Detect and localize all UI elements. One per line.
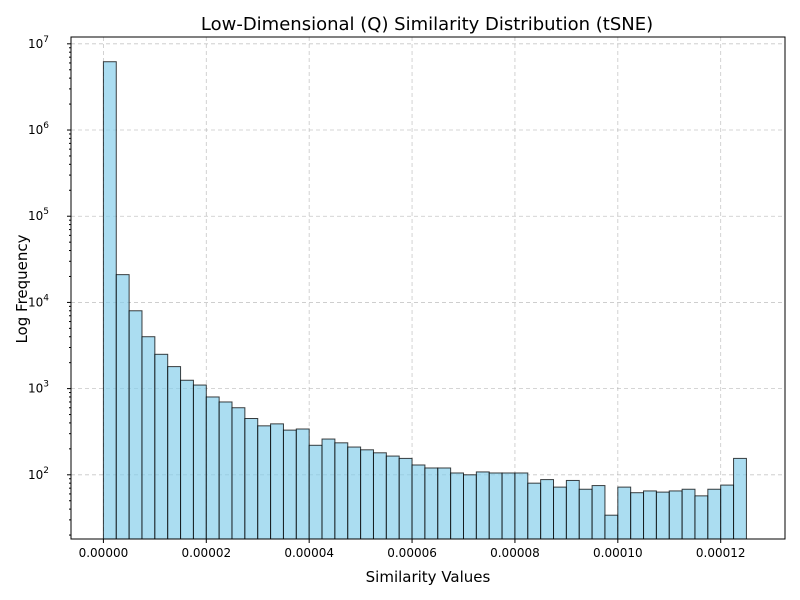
histogram-bar (257, 425, 272, 540)
histogram-bar (295, 428, 310, 540)
histogram-bar (655, 491, 670, 540)
histogram-bar (102, 61, 117, 540)
plot-frame (70, 36, 786, 540)
histogram-bar (334, 442, 349, 540)
histogram-bar (540, 479, 555, 540)
histogram-bar (308, 444, 323, 540)
x-axis-ticks: 0.00000 0.00002 0.00004 0.00006 0.00008 0.000… (79, 539, 746, 560)
x-tick-label: 0.00004 (284, 546, 334, 560)
histogram-bar (462, 474, 477, 540)
histogram-bar (617, 486, 632, 540)
histogram-bar (553, 486, 567, 540)
histogram-bar (707, 488, 722, 540)
x-tick-label: 0.00002 (181, 546, 231, 560)
histogram-bar (527, 482, 542, 540)
x-axis-label: Similarity Values (366, 568, 491, 586)
histogram-bar (192, 384, 207, 540)
x-tick-label: 0.00006 (387, 546, 437, 560)
histogram-bar (643, 490, 657, 540)
histogram-bar (244, 418, 259, 540)
y-tick-label: 106 (28, 121, 49, 137)
histogram-bar (128, 310, 143, 540)
histogram-bar (398, 457, 413, 540)
histogram-bar (360, 449, 374, 540)
histogram-bar (630, 492, 645, 540)
y-axis-ticks: 102 103 104 105 106 107 (28, 35, 71, 536)
histogram-bar (372, 452, 387, 540)
histogram-bar (604, 514, 619, 540)
histogram-bar (424, 467, 439, 540)
histogram-bar (154, 353, 169, 540)
histogram-bar (668, 490, 683, 540)
y-tick-label: 105 (28, 207, 49, 223)
histogram-bar (218, 401, 233, 540)
histogram-bar (514, 472, 529, 540)
histogram-bar (115, 274, 130, 540)
histogram-bar (681, 488, 696, 540)
y-tick-label: 102 (28, 466, 49, 482)
histogram-bar (270, 423, 284, 540)
histogram-bar (733, 457, 747, 540)
x-tick-label: 0.00012 (696, 546, 746, 560)
histogram-bar (167, 366, 182, 540)
histogram-bar (578, 488, 593, 540)
x-tick-label: 0.00000 (79, 546, 129, 560)
histogram-bar (347, 446, 362, 540)
histogram-bar (501, 472, 516, 540)
histogram-bar (720, 484, 735, 540)
histogram-bar (591, 485, 606, 540)
y-tick-label: 107 (28, 35, 49, 51)
chart-title: Low-Dimensional (Q) Similarity Distribut… (201, 14, 653, 35)
histogram-bar (231, 407, 246, 540)
histogram-bar (180, 379, 194, 540)
histogram-bar (321, 438, 336, 540)
x-tick-label: 0.00010 (593, 546, 643, 560)
histogram-bar (565, 479, 580, 540)
y-tick-label: 103 (28, 380, 49, 396)
y-tick-label: 104 (28, 293, 49, 309)
histogram-bar (450, 472, 464, 540)
histogram-bar (437, 467, 452, 540)
histogram-bar (411, 464, 426, 540)
histogram-bar (141, 336, 156, 540)
histogram-bar (488, 472, 503, 540)
histogram-bar (205, 396, 220, 540)
y-axis-label: Log Frequency (13, 234, 31, 343)
histogram-bars (102, 61, 747, 540)
histogram-bar (694, 495, 709, 540)
histogram-bar (475, 471, 490, 540)
histogram-bar (385, 455, 400, 540)
x-tick-label: 0.00008 (490, 546, 540, 560)
histogram-bar (282, 429, 297, 540)
